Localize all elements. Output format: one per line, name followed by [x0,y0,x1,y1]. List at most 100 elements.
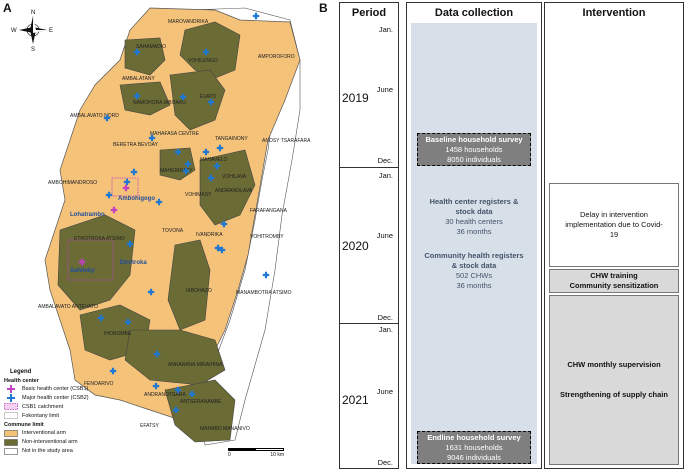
data-collection-header: Data collection [434,7,514,19]
outline-rect-icon [4,412,18,420]
month-jan-2020: Jan. [378,171,393,180]
csb2-marker-icon [133,92,141,100]
csb1-catchment-sahiloky [67,239,114,281]
month-jan-2019: Jan. [378,25,393,34]
csb2-marker-icon [123,178,131,186]
compass-s: S [31,47,35,53]
legend-fokontany: Fokontany limit [4,411,134,420]
csb2-marker-icon [130,168,138,176]
label-manambotra: MANAMBOTRA ATSIMO [236,290,292,296]
label-mahabo: MAHABO MANANIVO [200,426,250,432]
csb2-marker-icon [218,246,226,254]
year-2020: 2020 [342,239,369,253]
label-tovona: TOVONA [162,228,184,234]
label-ambalavato-nord: AMBALAVATO NORD [70,113,119,119]
csb1-catchment-ambohigogo [111,177,139,197]
scale-bar: 0 10 km [228,448,284,458]
compass-e: E [49,28,53,34]
label-mahavelo: MAHAVELO [200,157,228,163]
csb2-marker-icon [207,98,215,106]
non-interventional-etrotroka [57,214,136,311]
endline-survey-box: Endline household survey 1631 households… [417,431,531,465]
label-amporoforo: AMPOROFORO [258,54,295,60]
csb2-marker-icon [124,318,132,326]
label-mahafasa: MAHAFASA CENTRE [150,131,200,137]
label-ambalatany: AMBALATANY [122,76,156,82]
data-collection-column: Data collection Baseline household surve… [406,2,542,469]
label-ankarana: ANKARANA MIRAIHINA [168,362,223,368]
month-june-2019: June [376,85,393,94]
place-sahiloky: Sahiloky [70,268,95,274]
label-vohilengo: VOHILENGO [188,58,218,64]
label-vohitromby: VOHITROMBY [250,234,284,240]
panel-a-map: A MAROVANDRIKA SAHAMADIO VOHILENGO AMPOR… [0,0,322,471]
panel-a-letter: A [3,1,12,15]
year-2021: 2021 [342,393,369,407]
label-marovandrika: MAROVANDRIKA [168,19,209,25]
health-center-registers: Health center registers & stock data 30 … [429,197,519,236]
label-anosy-tsarafara: ANOSY TSARAFARA [262,138,311,144]
csb2-marker-icon [202,148,210,156]
swatch-icon [4,429,18,437]
csb1-marker-icon [78,258,86,266]
non-interventional-ambalatany [124,37,166,76]
label-beretra: BERETRA BEVOAY [113,142,159,148]
csb2-marker-icon [182,167,190,175]
label-vohimasy: VOHIMASY [185,192,212,198]
label-ivandrika: IVANDRIKA [196,232,223,238]
intervention-column: Intervention Delay in intervention imple… [544,2,684,469]
csb2-marker-icon [252,12,260,20]
year-divider-2 [340,323,398,324]
year-divider-1 [340,167,398,168]
label-efatsy: EFATSY [140,423,159,429]
label-sahamadio: SAHAMADIO [136,44,166,50]
label-fenoarivo: FENOARIVO [84,381,114,387]
legend-csb1: Basic health center (CSB1) [4,384,134,393]
scale-start: 0 [228,452,231,458]
label-tangainony: TANGAINONY [215,136,248,142]
label-andranotsara: ANDRANOTSARA [144,392,186,398]
label-evato: EVATO [200,94,216,100]
label-ambohimandroso: AMBOHIMANDROSO [48,180,97,186]
panel-b-letter: B [319,1,328,15]
legend-interventional: Interventional arm [4,429,134,438]
csb2-marker-icon [126,240,134,248]
plus-icon [4,384,18,393]
baseline-survey-box: Baseline household survey 1458 household… [417,133,531,167]
period-header: Period [351,7,387,19]
label-iabohazo: IABOHAZO [186,288,212,294]
csb2-marker-icon [174,148,182,156]
csb2-marker-icon [147,288,155,296]
csb2-markers [97,12,270,414]
non-interventional-antseranambe [164,379,236,443]
place-ambohigogo: Ambohigogo [118,196,155,202]
legend-health-center-title: Health center [4,377,39,384]
dotted-rect-icon [4,403,18,411]
csb1-markers [78,184,130,266]
csb2-marker-icon [214,244,222,252]
non-interventional-namohora [119,81,171,116]
csb2-marker-icon [188,390,196,398]
csb2-marker-icon [184,160,192,168]
label-andranolava: ANDRANOLAVA [215,188,253,194]
compass-w: W [11,28,17,34]
month-dec-2020: Dec. [377,313,393,322]
csb1-marker-icon [110,206,118,214]
month-dec-2021: Dec. [377,458,393,467]
csb2-marker-icon [153,350,161,358]
data-collection-background [411,23,537,464]
compass-n: N [31,10,35,16]
csb2-marker-icon [179,93,187,101]
chw-training-box: CHW training Community sensitization [549,269,679,293]
csb2-marker-icon [174,386,182,394]
csb2-marker-icon [148,134,156,142]
csb2-marker-icon [152,382,160,390]
csb2-marker-icon [262,271,270,279]
compass-rose-icon: N S E W [11,10,53,53]
csb2-marker-icon [133,48,141,56]
csb2-marker-icon [213,162,221,170]
csb2-marker-icon [172,406,180,414]
csb2-marker-icon [220,220,228,228]
community-health-registers: Community health registers & stock data … [424,251,524,290]
csb2-marker-icon [207,174,215,182]
